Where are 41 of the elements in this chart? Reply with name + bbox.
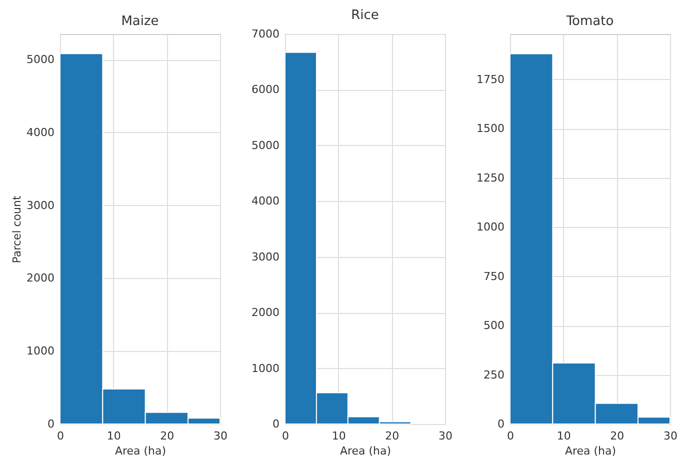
x-axis-title: Area (ha) xyxy=(114,444,166,458)
y-tick-label: 4000 xyxy=(26,126,54,139)
y-tick-label: 5000 xyxy=(252,138,280,152)
y-tick-label: 1000 xyxy=(26,344,54,358)
y-tick-label: 4000 xyxy=(252,194,280,208)
y-tick-label: 7000 xyxy=(252,28,280,40)
x-axis-title: Area (ha) xyxy=(340,444,392,458)
y-tick-label: 3000 xyxy=(26,198,54,212)
y-tick-label: 1000 xyxy=(252,362,280,375)
x-tick-label: 20 xyxy=(610,430,624,442)
x-tick-label: 30 xyxy=(664,430,678,442)
x-tick-label: 30 xyxy=(438,430,452,442)
y-tick-label: 0 xyxy=(48,418,54,430)
y-tick-label: 0 xyxy=(498,418,504,430)
chart-title: Maize xyxy=(121,14,159,29)
y-tick-label: 3000 xyxy=(252,250,280,264)
chart-title: Tomato xyxy=(565,14,614,29)
x-tick-label: 0 xyxy=(507,430,514,442)
x-tick-label: 0 xyxy=(282,430,289,442)
y-tick-label: 2000 xyxy=(26,272,54,285)
y-tick-label: 1000 xyxy=(476,220,504,234)
y-tick-label: 500 xyxy=(484,319,504,332)
y-tick-label: 5000 xyxy=(26,53,54,66)
y-axis-title: Parcel count xyxy=(10,195,24,264)
y-tick-label: 0 xyxy=(272,418,280,430)
x-tick-label: 10 xyxy=(332,430,346,442)
x-tick-label: 20 xyxy=(160,430,174,442)
x-tick-label: 10 xyxy=(106,430,121,442)
x-tick-label: 10 xyxy=(556,430,571,442)
y-tick-label: 6000 xyxy=(252,83,280,96)
y-tick-label: 1250 xyxy=(476,171,504,184)
x-axis-title: Area (ha) xyxy=(564,444,616,458)
y-tick-label: 2000 xyxy=(252,306,280,320)
x-tick-label: 0 xyxy=(57,430,64,442)
y-tick-label: 1500 xyxy=(476,122,504,136)
x-tick-label: 20 xyxy=(385,430,400,442)
y-tick-label: 1750 xyxy=(476,72,504,86)
y-tick-label: 250 xyxy=(484,368,504,382)
chart-title: Rice xyxy=(351,8,379,23)
y-tick-label: 750 xyxy=(484,270,504,283)
x-tick-label: 30 xyxy=(214,430,228,442)
